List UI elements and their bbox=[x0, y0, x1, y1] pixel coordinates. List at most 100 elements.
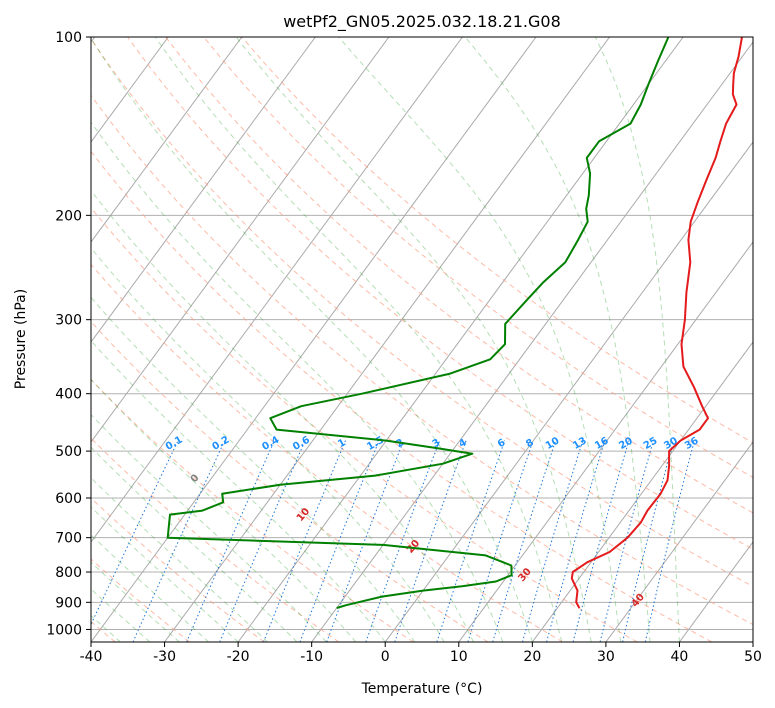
moist-adiabat-line bbox=[91, 506, 239, 642]
y-tick-label: 1000 bbox=[46, 622, 82, 638]
dry-adiabat-line bbox=[91, 378, 414, 642]
isotherm-line bbox=[752, 641, 753, 642]
x-tick-label: 40 bbox=[671, 649, 689, 665]
isotherm-line bbox=[91, 37, 537, 642]
dry-adiabat-label: -10 bbox=[65, 412, 85, 433]
moist-adiabat-line bbox=[91, 446, 298, 642]
dry-adiabat-line bbox=[91, 150, 713, 642]
moist-adiabat-line bbox=[91, 477, 268, 642]
dry-adiabat-line bbox=[91, 558, 191, 642]
isotherm-line bbox=[91, 37, 316, 343]
moist-adiabat-line bbox=[338, 37, 622, 642]
mixing-ratio-label: 0.1 bbox=[164, 435, 185, 453]
dry-adiabat-line bbox=[91, 94, 753, 626]
isotherm-line bbox=[605, 441, 753, 642]
dry-adiabat-line bbox=[91, 437, 340, 642]
x-tick-label: 0 bbox=[381, 649, 390, 665]
y-tick-label: 900 bbox=[55, 595, 82, 611]
mixing-ratio-line bbox=[644, 440, 695, 642]
mixing-ratio-line bbox=[132, 440, 226, 642]
y-axis: 100 200 300 400 500 600 700 800 900 1000 bbox=[46, 30, 91, 638]
y-axis-label: Pressure (hPa) bbox=[13, 289, 29, 389]
background-lines bbox=[91, 37, 753, 642]
mixing-ratio-label: 0.6 bbox=[291, 435, 312, 453]
dry-adiabat-line bbox=[91, 263, 563, 642]
mixing-ratio-label: 10 bbox=[544, 435, 562, 452]
mixing-ratio-line bbox=[436, 440, 506, 642]
mixing-ratio-label: 20 bbox=[617, 435, 635, 452]
moist-adiabat-line bbox=[91, 561, 180, 642]
moist-adiabat-line bbox=[154, 37, 563, 642]
y-tick-label: 700 bbox=[55, 531, 82, 547]
dry-adiabat-line bbox=[91, 206, 638, 642]
mixing-ratio-line bbox=[91, 440, 179, 626]
x-tick-label: 10 bbox=[450, 649, 468, 665]
dry-adiabat-label: 10 bbox=[295, 506, 312, 524]
mixing-ratio-line bbox=[522, 440, 584, 642]
moist-adiabat-line bbox=[91, 340, 386, 642]
mixing-ratio-label: 1 bbox=[336, 437, 348, 450]
mixing-ratio-label: 16 bbox=[593, 435, 611, 452]
moist-adiabat-line bbox=[91, 189, 474, 642]
mixing-ratio-line bbox=[365, 440, 441, 642]
mixing-ratio-line bbox=[394, 440, 467, 642]
x-axis: -40 -30 -20 -10 0 10 20 30 40 50 bbox=[80, 642, 762, 665]
dewpoint-profile bbox=[166, 37, 670, 609]
x-tick-label: -40 bbox=[80, 649, 103, 665]
y-tick-label: 200 bbox=[55, 208, 82, 224]
mixing-ratio-label: 0.2 bbox=[211, 435, 232, 453]
line-labels: 0.10.20.40.611.52346810131620253036-100-… bbox=[65, 412, 701, 610]
x-axis-label: Temperature (°C) bbox=[361, 681, 483, 697]
isotherm-line bbox=[237, 37, 684, 642]
moist-adiabat-line bbox=[91, 378, 357, 642]
moist-adiabat-line bbox=[91, 413, 327, 642]
mixing-ratio-label: 3 bbox=[431, 437, 443, 450]
moist-adiabat-line bbox=[594, 37, 680, 642]
x-tick-label: -30 bbox=[153, 649, 176, 665]
dry-adiabat-line bbox=[241, 37, 753, 444]
y-tick-label: 400 bbox=[55, 387, 82, 403]
isotherm-line bbox=[531, 341, 753, 642]
mixing-ratio-label: 0.4 bbox=[260, 435, 281, 453]
mixing-ratio-label: 1.5 bbox=[365, 435, 386, 453]
dry-adiabat-label: 30 bbox=[517, 566, 534, 584]
y-tick-label: 100 bbox=[55, 30, 82, 46]
dry-adiabat-line bbox=[165, 37, 753, 514]
moist-adiabat-line bbox=[91, 588, 151, 642]
isotherm-line bbox=[91, 37, 169, 143]
isotherm-line bbox=[384, 141, 753, 642]
x-tick-label: 50 bbox=[744, 649, 762, 665]
mixing-ratio-line bbox=[622, 440, 675, 642]
mixing-ratio-label: 4 bbox=[457, 437, 469, 450]
plot-frame bbox=[90, 36, 754, 643]
mixing-ratio-line bbox=[186, 440, 275, 642]
isotherm-line bbox=[91, 37, 463, 543]
x-tick-label: -10 bbox=[300, 649, 323, 665]
dry-adiabat-line bbox=[127, 37, 753, 550]
x-tick-label: -20 bbox=[227, 649, 250, 665]
mixing-ratio-label: 6 bbox=[496, 437, 508, 450]
mixing-ratio-line bbox=[467, 440, 534, 642]
mixing-ratio-line bbox=[492, 440, 557, 642]
x-tick-label: 30 bbox=[597, 649, 615, 665]
moist-adiabat-line bbox=[464, 37, 651, 642]
profiles bbox=[166, 37, 743, 609]
y-tick-label: 600 bbox=[55, 491, 82, 507]
mixing-ratio-label: 25 bbox=[642, 435, 660, 452]
x-tick-label: 20 bbox=[523, 649, 541, 665]
moist-adiabat-line bbox=[91, 534, 210, 642]
isotherm-line bbox=[91, 37, 390, 443]
mixing-ratio-line bbox=[599, 440, 654, 642]
mixing-ratio-label: 2 bbox=[395, 437, 407, 450]
moist-adiabat-line bbox=[91, 121, 504, 642]
moist-adiabat-line bbox=[235, 37, 592, 642]
dry-adiabat-line bbox=[203, 37, 753, 479]
y-tick-label: 300 bbox=[55, 313, 82, 329]
dry-adiabat-label: 0 bbox=[189, 472, 202, 484]
isotherm-line bbox=[311, 41, 753, 642]
mixing-ratio-line bbox=[546, 440, 606, 642]
isotherm-line bbox=[91, 37, 243, 243]
y-tick-label: 800 bbox=[55, 565, 82, 581]
chart-title: wetPf2_GN05.2025.032.18.21.G08 bbox=[283, 12, 561, 32]
